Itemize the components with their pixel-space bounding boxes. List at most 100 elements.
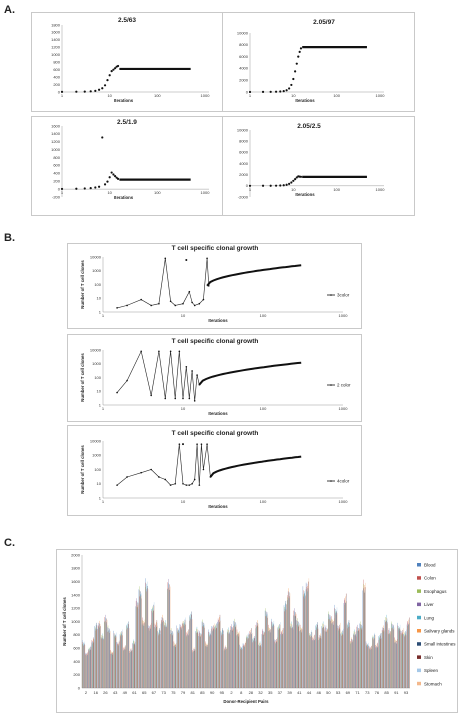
chart-c-x-tick: 2 <box>230 690 233 695</box>
chart-a4-x-label: Iterations <box>295 192 315 197</box>
chart-a4-point <box>294 178 297 181</box>
chart-a1-y-tick: 1200 <box>51 45 61 50</box>
chart-a4-x-tick: 100 <box>333 187 340 192</box>
panel-label-b: B. <box>4 232 15 244</box>
chart-c-x-tick: 73 <box>161 690 166 695</box>
chart-b3-point <box>126 476 128 478</box>
chart-a2-point <box>299 47 303 50</box>
chart-b3-point <box>178 443 181 445</box>
chart-c-y-tick: 1600 <box>71 579 81 584</box>
chart-a4-point <box>290 181 293 184</box>
chart-c-x-tick: 90 <box>210 690 215 695</box>
chart-a4-x-tick: 1 <box>249 187 252 192</box>
chart-b1-x-tick: 10 <box>181 313 186 318</box>
chart-c-y-tick: 1000 <box>71 619 81 624</box>
chart-b1-y-tick: 100 <box>94 282 101 287</box>
chart-a3-frame <box>31 116 225 216</box>
chart-c-x-tick: 79 <box>181 690 186 695</box>
chart-a1-point <box>101 87 104 90</box>
chart-a4-title: 2.05/2.5 <box>297 123 321 130</box>
chart-c-x-tick: 67 <box>152 690 157 695</box>
chart-a3-point <box>106 180 109 183</box>
chart-a4-frame <box>222 116 415 216</box>
chart-a2-y-tick: 6000 <box>239 54 249 59</box>
chart-a2-point <box>285 89 288 92</box>
chart-a1-y-tick: 1400 <box>51 37 61 42</box>
chart-b3-x-label: Iterations <box>208 504 228 509</box>
chart-b1-point <box>202 298 205 301</box>
chart-c-y-tick: 1400 <box>71 592 81 597</box>
chart-a3-y-tick: 1600 <box>51 123 61 128</box>
chart-a4-y-tick: 4000 <box>239 161 249 166</box>
chart-a2-point <box>294 70 297 73</box>
chart-b2-title: T cell specific clonal growth <box>172 338 259 345</box>
chart-c-legend-label: Blood <box>424 563 436 568</box>
chart-a1-point <box>112 68 115 71</box>
chart-c-legend-label: Salivary glands <box>424 629 455 634</box>
chart-a2-point <box>295 62 298 65</box>
chart-a3-x-label: Iterations <box>114 195 134 200</box>
chart-c-y-tick: 0 <box>78 685 81 690</box>
chart-b2-point <box>126 379 128 382</box>
chart-a2-x-tick: 100 <box>333 93 340 98</box>
chart-b2-y-tick: 1 <box>99 402 102 407</box>
chart-b3-point <box>188 484 191 486</box>
chart-a3-x-tick: 1 <box>61 190 64 195</box>
chart-c-legend-swatch <box>417 589 421 593</box>
chart-a3-x-tick: 100 <box>154 190 161 195</box>
chart-c-legend-swatch <box>417 629 421 633</box>
chart-b3-x-tick: 100 <box>260 499 267 504</box>
chart-c-x-tick: 46 <box>316 690 321 695</box>
chart-c-y-tick: 1800 <box>71 566 81 571</box>
chart-b2-y-tick: 10000 <box>90 347 102 352</box>
chart-a2-point <box>288 87 291 90</box>
chart-b2-x-tick: 10 <box>181 406 186 411</box>
chart-b3-x-tick: 10 <box>181 499 186 504</box>
chart-a4-point <box>288 182 291 185</box>
chart-b2-point <box>140 350 142 353</box>
chart-b2-point <box>196 374 198 376</box>
chart-a3-point <box>103 183 107 186</box>
chart-a1-y-tick: 800 <box>53 60 60 65</box>
chart-a4-x-tick: 10 <box>291 187 296 192</box>
chart-a1-y-tick: 600 <box>53 67 60 72</box>
chart-a2-title: 2.05/97 <box>313 19 335 26</box>
chart-a2-x-tick: 10 <box>291 93 296 98</box>
chart-a3-point <box>110 171 113 174</box>
chart-a1-point <box>60 90 64 93</box>
chart-a1-x-tick: 1000 <box>201 93 211 98</box>
chart-a2-point <box>248 90 252 94</box>
chart-c-x-tick: 75 <box>171 690 176 695</box>
chart-c-legend-swatch <box>417 668 421 673</box>
chart-b2-y-label: Number of T cell clones <box>80 353 85 402</box>
chart-c-x-tick: 39 <box>287 690 292 695</box>
chart-a2-y-tick: 4000 <box>239 66 249 71</box>
chart-a3-point <box>75 187 78 190</box>
chart-a1-point <box>106 78 109 82</box>
chart-b1-x-tick: 1 <box>102 313 105 318</box>
chart-a1-point <box>116 64 120 68</box>
chart-b2-point <box>174 397 177 400</box>
chart-a2-y-tick: 2000 <box>239 78 249 83</box>
chart-b2-point <box>193 400 196 402</box>
chart-c-legend-swatch <box>417 563 421 567</box>
chart-c-x-tick: 95 <box>220 690 225 695</box>
chart-b2-x-tick: 100 <box>260 406 267 411</box>
chart-c-x-tick: 37 <box>278 690 283 695</box>
chart-a2-y-tick: 0 <box>246 89 249 94</box>
chart-a3-y-tick: 1200 <box>51 139 61 144</box>
chart-a3-point <box>83 187 86 190</box>
chart-c-x-tick: 85 <box>200 690 205 695</box>
chart-b2-legend-label: 2 color <box>337 383 351 388</box>
chart-b2-point <box>182 397 184 400</box>
chart-c-x-tick: 49 <box>123 690 128 695</box>
chart-b1-point <box>182 302 184 305</box>
chart-c-x-tick: 28 <box>249 690 254 695</box>
chart-b3-y-tick: 1 <box>99 495 102 500</box>
chart-a1-x-tick: 1 <box>61 93 64 98</box>
chart-b1-y-label: Number of T cell clones <box>80 260 85 309</box>
chart-a1-point <box>103 84 107 87</box>
chart-a1-point <box>110 70 113 73</box>
chart-c-y-tick: 2000 <box>71 552 81 557</box>
